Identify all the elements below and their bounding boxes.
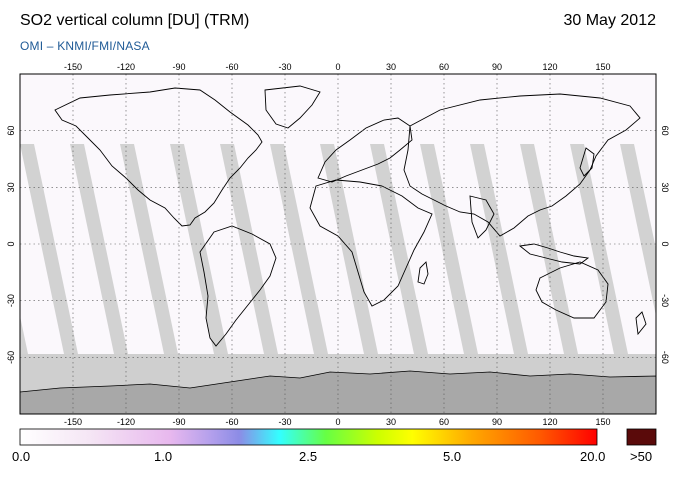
- colorbar-label-1: 1.0: [154, 449, 173, 464]
- latitude-tick-label: -60: [660, 351, 670, 364]
- longitude-tick-label: -60: [225, 417, 238, 427]
- longitude-tick-label: -150: [64, 62, 82, 72]
- longitude-tick-label: -90: [172, 62, 185, 72]
- longitude-tick-label: 90: [492, 62, 502, 72]
- latitude-tick-label: 30: [660, 182, 670, 192]
- longitude-tick-label: 30: [386, 62, 396, 72]
- colorbar-label-4: 20.0: [580, 449, 606, 464]
- data-credit: OMI – KNMI/FMI/NASA: [20, 39, 150, 53]
- longitude-labels-top: -150 -120 -90 -60 -30 0 30 60 90 120 150: [64, 62, 611, 72]
- map-title: SO2 vertical column [DU] (TRM): [20, 12, 250, 29]
- orbit-gap-swath: [120, 144, 178, 354]
- longitude-tick-label: 150: [595, 62, 610, 72]
- latitude-tick-label: -30: [660, 294, 670, 307]
- orbit-gap-swath: [670, 144, 676, 354]
- map-frame: [19, 73, 657, 415]
- longitude-tick-label: -120: [117, 62, 135, 72]
- orbit-gap-swath: [170, 144, 228, 354]
- orbit-gap-swath: [470, 144, 528, 354]
- longitude-tick-label: -120: [117, 417, 135, 427]
- orbit-gap-swath: [420, 144, 478, 354]
- orbit-gap-swath: [570, 144, 628, 354]
- orbit-gap-swaths: [20, 144, 676, 354]
- longitude-tick-label: 60: [439, 62, 449, 72]
- longitude-tick-label: 30: [386, 417, 396, 427]
- longitude-tick-label: -30: [278, 417, 291, 427]
- orbit-gap-swath: [20, 144, 78, 354]
- longitude-tick-label: 0: [335, 62, 340, 72]
- latitude-tick-label: -60: [6, 351, 16, 364]
- latitude-tick-label: 0: [660, 241, 670, 246]
- longitude-tick-label: 90: [492, 417, 502, 427]
- longitude-tick-label: 0: [335, 417, 340, 427]
- colorbar-label-2: 2.5: [299, 449, 318, 464]
- latitude-tick-label: 30: [6, 182, 16, 192]
- orbit-gap-swath: [520, 144, 578, 354]
- orbit-gap-swath: [620, 144, 656, 316]
- colorbar-label-overflow: >50: [630, 449, 653, 464]
- latitude-labels-right: 60 30 0 -30 -60: [660, 126, 670, 364]
- map-date: 30 May 2012: [563, 12, 656, 29]
- colorbar-gradient: [19, 428, 598, 446]
- longitude-tick-label: -150: [64, 417, 82, 427]
- longitude-tick-label: -30: [278, 62, 291, 72]
- latitude-labels-left: 60 30 0 -30 -60: [6, 126, 16, 364]
- orbit-gap-swath: [20, 315, 28, 354]
- longitude-labels-bottom: -150 -120 -90 -60 -30 0 30 60 90 120 150: [64, 417, 611, 427]
- latitude-tick-label: 60: [660, 126, 670, 136]
- longitude-tick-label: -90: [172, 417, 185, 427]
- orbit-gap-swath: [270, 144, 328, 354]
- orbit-gap-swath: [70, 144, 128, 354]
- longitude-tick-label: -60: [225, 62, 238, 72]
- orbit-gap-swath: [370, 144, 428, 354]
- longitude-tick-label: 120: [542, 417, 557, 427]
- longitude-tick-label: 150: [595, 417, 610, 427]
- latitude-tick-label: -30: [6, 294, 16, 307]
- longitude-tick-label: 60: [439, 417, 449, 427]
- longitude-tick-label: 120: [542, 62, 557, 72]
- coastlines: [54, 85, 647, 347]
- colorbar-label-3: 5.0: [443, 449, 462, 464]
- latitude-tick-label: 0: [6, 241, 16, 246]
- colorbar-label-0: 0.0: [12, 449, 31, 464]
- orbit-gap-swath: [220, 144, 278, 354]
- latitude-tick-label: 60: [6, 126, 16, 136]
- colorbar-overflow-swatch: [626, 428, 657, 446]
